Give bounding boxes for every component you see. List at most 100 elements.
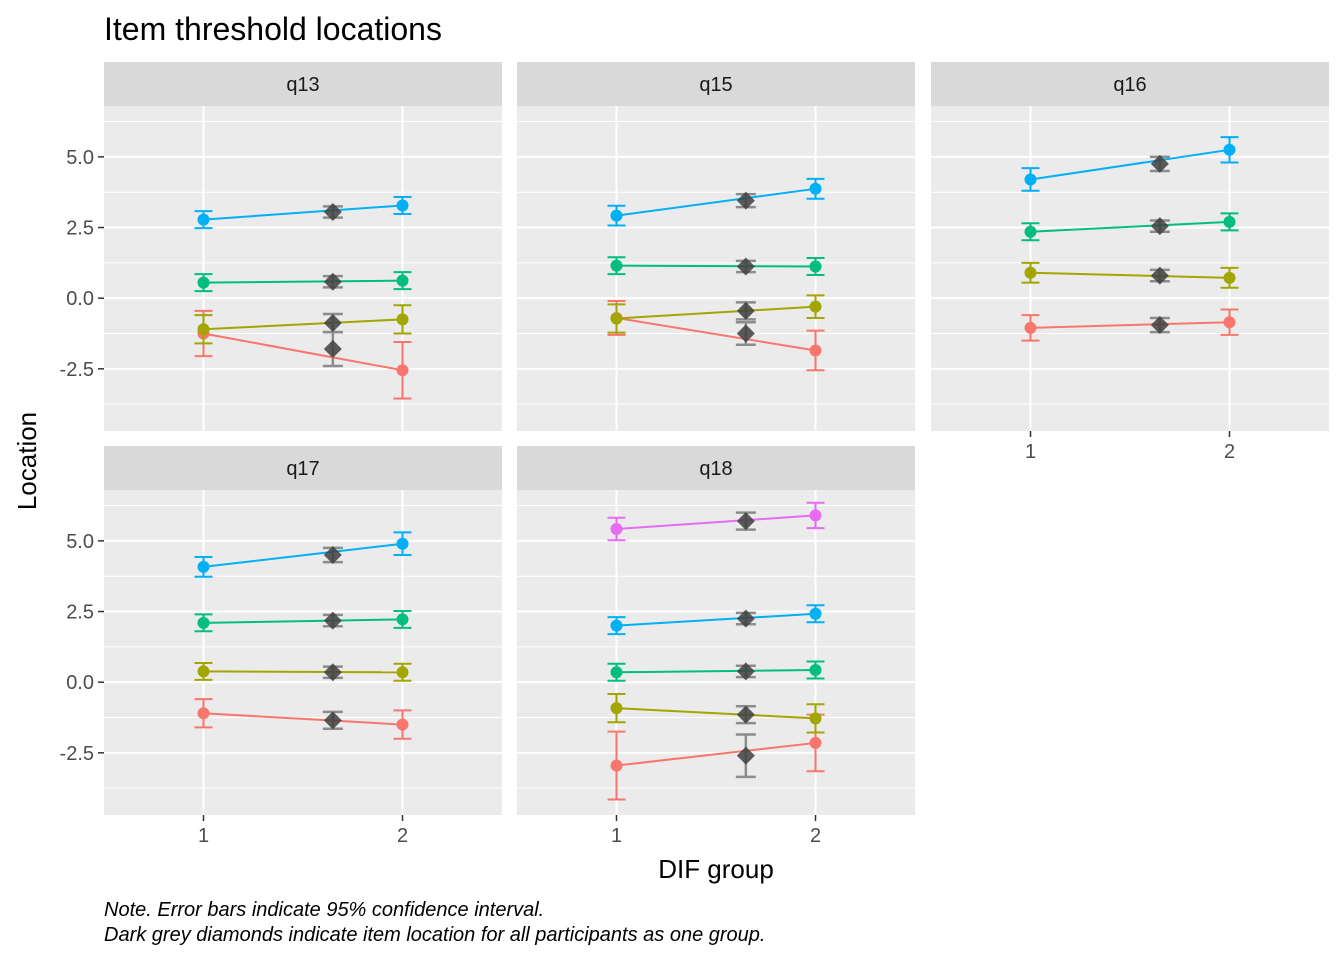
- strip-label-q18: q18: [699, 458, 732, 480]
- threshold-4-q16: [1021, 136, 1239, 192]
- group-2-point: [809, 182, 822, 195]
- threshold-line: [616, 316, 816, 352]
- axes-layer: 1 2 1 2 1 2 5.0 2.5 0.0 -2.5 5.0 2.5 0.0 -2.5: [60, 147, 1236, 847]
- threshold-4-q17: [194, 531, 412, 578]
- overall-diamond: [323, 663, 342, 682]
- threshold-line: [616, 741, 816, 767]
- group-2-point: [396, 613, 409, 626]
- threshold-2-q17: [194, 661, 412, 682]
- strip-label-q16: q16: [1113, 74, 1146, 96]
- strip-label-q17: q17: [286, 458, 319, 480]
- threshold-line: [616, 187, 816, 217]
- panel-q13: q13: [104, 62, 502, 431]
- threshold-line: [203, 318, 403, 331]
- overall-diamond: [1150, 266, 1169, 285]
- group-2-point: [1223, 143, 1236, 156]
- threshold-line: [616, 612, 816, 627]
- y-tick-label: 5.0: [66, 147, 94, 169]
- group-1-point: [610, 312, 623, 325]
- group-2-point: [396, 537, 409, 550]
- group-1-point: [610, 666, 623, 679]
- overall-diamond: [323, 546, 342, 564]
- group-2-point: [396, 666, 409, 679]
- x-axis-title: DIF group: [658, 854, 774, 884]
- x-tick-label: 2: [810, 825, 821, 847]
- strip-q17: [104, 446, 502, 490]
- group-1-point: [610, 619, 623, 632]
- threshold-line: [616, 264, 816, 268]
- plot-background-q13: [104, 106, 502, 431]
- threshold-line: [1030, 148, 1230, 181]
- threshold-3-q16: [1021, 212, 1239, 242]
- group-1-point: [197, 560, 210, 573]
- overall-diamond: [736, 705, 755, 724]
- overall-diamond: [323, 202, 342, 221]
- threshold-line: [203, 204, 403, 221]
- plot-background-q15: [517, 106, 915, 431]
- overall-diamond: [323, 611, 342, 630]
- threshold-line: [203, 712, 403, 726]
- group-2-point: [1223, 215, 1236, 228]
- threshold-line: [203, 332, 403, 372]
- threshold-line: [1030, 271, 1230, 279]
- threshold-line: [203, 670, 403, 674]
- caption-line-2: Dark grey diamonds indicate item locatio…: [104, 924, 765, 946]
- panel-q18: q18: [517, 446, 915, 815]
- group-1-point: [197, 616, 210, 629]
- group-2-point: [396, 364, 409, 377]
- overall-diamond: [736, 662, 755, 681]
- strip-label-q15: q15: [699, 74, 732, 96]
- threshold-3-q15: [607, 256, 825, 276]
- overall-diamond: [323, 314, 342, 333]
- x-tick-label: 1: [198, 825, 209, 847]
- group-1-point: [1024, 266, 1037, 279]
- y-tick-label: 0.0: [66, 672, 94, 694]
- threshold-2-q15: [607, 294, 825, 334]
- group-1-point: [610, 259, 623, 272]
- group-1-point: [197, 323, 210, 336]
- threshold-line: [1030, 220, 1230, 233]
- group-2-point: [809, 736, 822, 749]
- threshold-4-q15: [607, 177, 825, 227]
- group-2-point: [809, 344, 822, 357]
- group-2-point: [396, 274, 409, 287]
- plot-background-q16: [931, 106, 1329, 431]
- threshold-line: [616, 669, 816, 674]
- x-tick-label: 2: [397, 825, 408, 847]
- y-axis-title: Location: [12, 412, 42, 510]
- overall-diamond: [323, 711, 342, 730]
- y-tick-label: 5.0: [66, 531, 94, 553]
- overall-diamond: [1150, 154, 1169, 173]
- group-2-point: [1223, 271, 1236, 284]
- group-2-point: [809, 509, 822, 522]
- threshold-line: [1030, 321, 1230, 329]
- overall-diamond: [323, 272, 342, 291]
- group-1-point: [197, 213, 210, 226]
- strip-q13: [104, 62, 502, 106]
- threshold-2-q13: [194, 304, 412, 345]
- threshold-3-q18: [607, 660, 825, 682]
- group-1-point: [610, 523, 623, 535]
- caption-line-1: Note. Error bars indicate 95% confidence…: [104, 899, 544, 921]
- threshold-line: [203, 279, 403, 284]
- group-2-point: [1223, 316, 1236, 329]
- group-1-point: [610, 209, 623, 222]
- y-tick-label: 2.5: [66, 218, 94, 240]
- strip-label-q13: q13: [286, 74, 319, 96]
- plot-background-q18: [517, 490, 915, 815]
- group-1-point: [197, 707, 210, 720]
- y-tick-label: -2.5: [60, 743, 94, 765]
- group-2-point: [809, 607, 822, 620]
- group-1-point: [1024, 225, 1037, 238]
- threshold-1-q17: [194, 698, 412, 740]
- overall-diamond: [736, 257, 755, 276]
- overall-diamond: [736, 191, 755, 210]
- threshold-2-q18: [607, 693, 825, 734]
- overall-diamond: [1150, 217, 1169, 236]
- overall-diamond: [736, 301, 755, 320]
- strip-q18: [517, 446, 915, 490]
- threshold-2-q16: [1021, 261, 1239, 289]
- threshold-1-q16: [1021, 308, 1239, 342]
- panel-q15: q15: [517, 62, 915, 431]
